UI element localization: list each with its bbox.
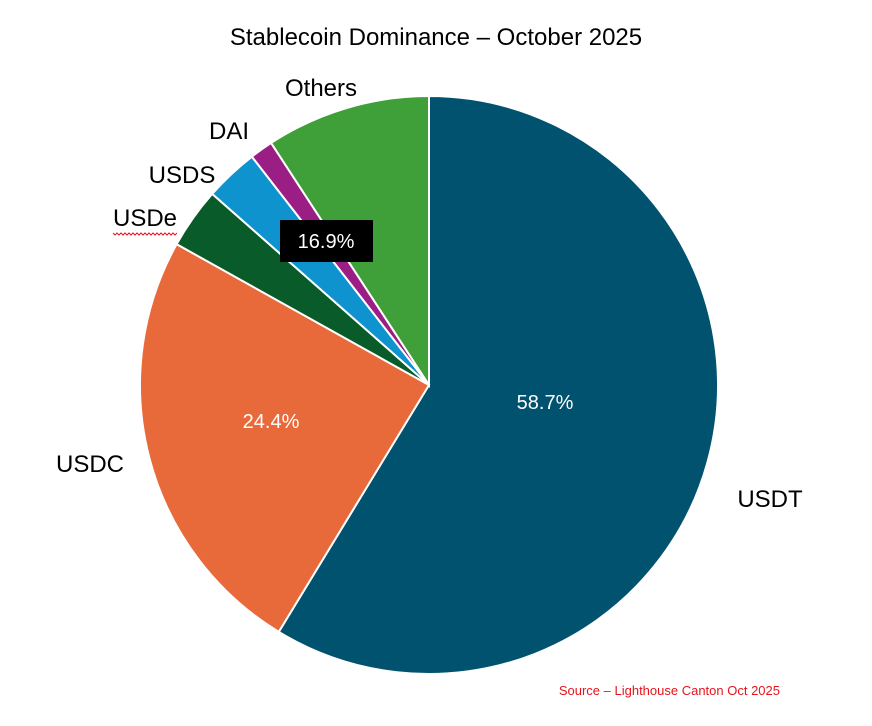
spellcheck-underline (112, 232, 178, 236)
category-label-usdc: USDC (56, 451, 124, 478)
chart-title: Stablecoin Dominance – October 2025 (230, 24, 642, 51)
percent-label-usdc: 24.4% (243, 411, 300, 433)
percent-label-usdt: 58.7% (517, 392, 574, 414)
source-note: Source – Lighthouse Canton Oct 2025 (559, 683, 780, 698)
slice-usdt (277, 94, 719, 675)
category-label-usdt: USDT (737, 486, 803, 513)
category-label-others: Others (285, 75, 357, 102)
combined-label-group: 16.9% (280, 220, 373, 262)
category-label-usds: USDS (149, 162, 216, 189)
combined-label-box (280, 220, 373, 262)
pie-slices (139, 94, 719, 675)
category-label-dai: DAI (209, 118, 249, 145)
combined-percent-label: 16.9% (298, 231, 355, 253)
slice-usdc (139, 242, 431, 634)
category-label-usde: USDe (113, 205, 177, 232)
pie-labels: USDT 58.7% USDC 24.4% USDe USDS DAI Others (56, 75, 803, 513)
